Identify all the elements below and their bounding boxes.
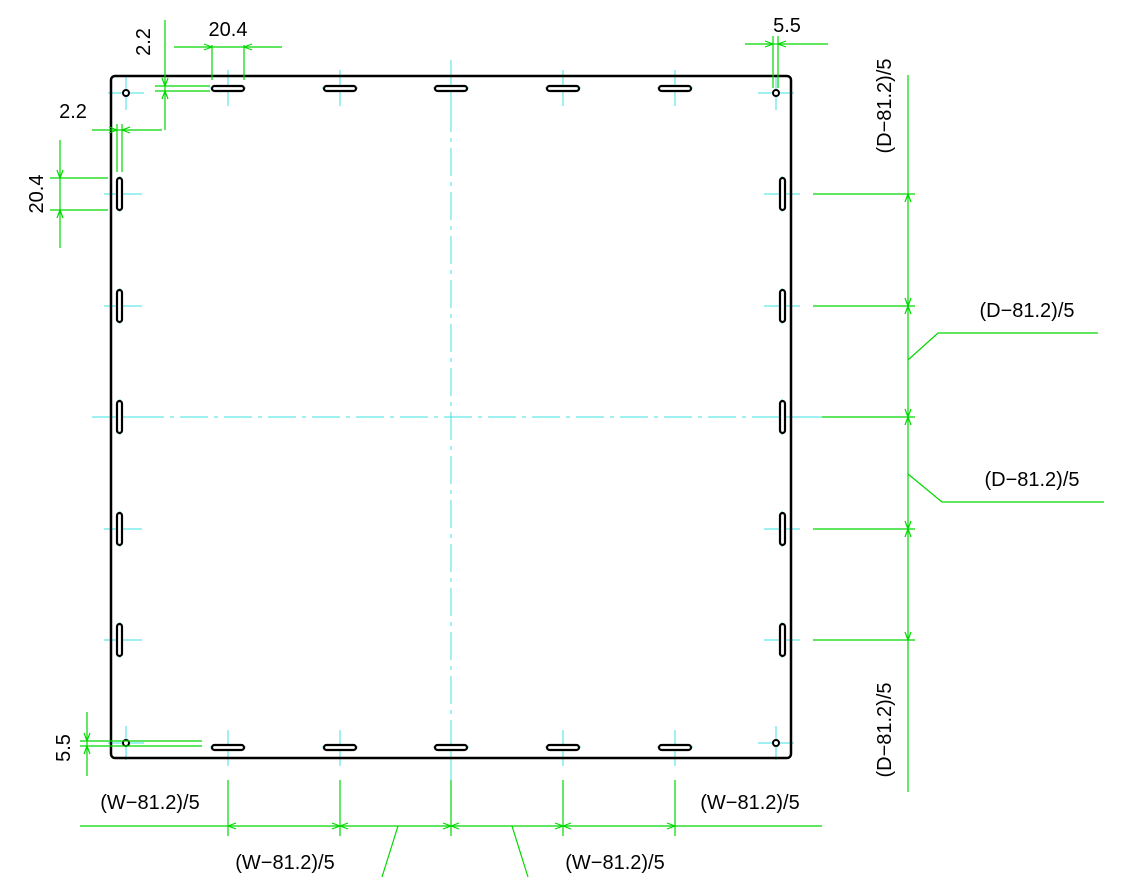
slot	[115, 288, 124, 324]
dim-width-pitch-leader-2: (W−81.2)/5	[565, 852, 664, 874]
slot	[322, 84, 358, 93]
dim-depth-pitch-right-top: (D−81.2)/5	[874, 58, 896, 153]
slot	[657, 743, 693, 752]
slots	[115, 84, 787, 752]
dim-hole-offset-top-right: 5.5	[773, 15, 801, 37]
slot	[115, 399, 124, 435]
center-lines	[92, 60, 822, 790]
dim-depth-pitch-leader-2: (D−81.2)/5	[984, 469, 1079, 491]
dim-hole-offset-bottom-left: 5.5	[53, 734, 75, 762]
dimension-labels: 20.4 2.2 2.2 20.4 5.5 5.5 (D−81.2)/5 (D−…	[26, 15, 1080, 874]
corner-hole	[122, 89, 130, 97]
slot	[657, 84, 693, 93]
slot	[545, 743, 581, 752]
slot	[433, 743, 469, 752]
slot	[115, 176, 124, 212]
slot	[545, 84, 581, 93]
corner-hole	[772, 89, 780, 97]
slot	[778, 622, 787, 658]
dim-slot-length-top: 20.4	[209, 19, 248, 41]
slot	[115, 622, 124, 658]
dim-corner-offset-top: 2.2	[133, 28, 155, 56]
slot	[778, 288, 787, 324]
corner-hole	[772, 739, 780, 747]
slot	[778, 399, 787, 435]
slot	[210, 743, 246, 752]
dim-width-pitch-bottom-right: (W−81.2)/5	[700, 792, 799, 814]
slot	[433, 84, 469, 93]
slot	[115, 511, 124, 547]
slot	[210, 84, 246, 93]
dim-depth-pitch-right-bottom: (D−81.2)/5	[874, 682, 896, 777]
slot	[322, 743, 358, 752]
dim-slot-length-left: 20.4	[26, 175, 48, 214]
dim-depth-pitch-leader-1: (D−81.2)/5	[979, 300, 1074, 322]
slot	[778, 176, 787, 212]
slot	[778, 511, 787, 547]
slot-center-marks	[104, 70, 800, 766]
dim-corner-offset-left: 2.2	[59, 101, 87, 123]
plate-outline	[109, 74, 793, 760]
dimension-lines	[50, 20, 1104, 877]
dim-width-pitch-bottom-left: (W−81.2)/5	[100, 792, 199, 814]
dim-width-pitch-leader-1: (W−81.2)/5	[235, 852, 334, 874]
